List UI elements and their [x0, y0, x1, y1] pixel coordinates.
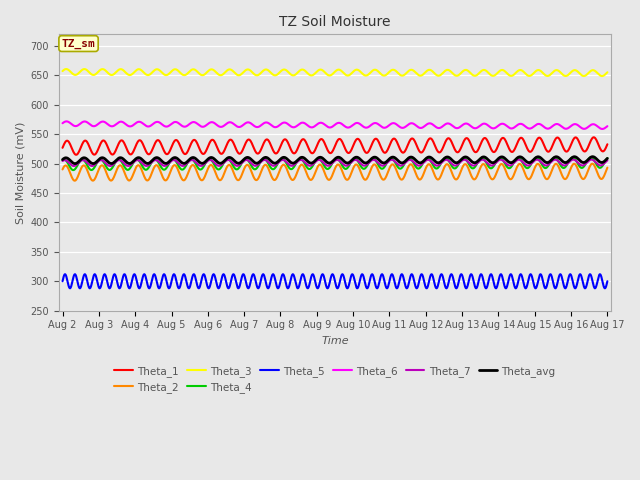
- Theta_3: [604, 70, 611, 75]
- Theta_7: [588, 156, 595, 162]
- Theta_1: [300, 136, 307, 142]
- X-axis label: Time: Time: [321, 336, 349, 346]
- Theta_7: [59, 158, 67, 164]
- Theta_7: [280, 157, 287, 163]
- Theta_3: [59, 68, 67, 74]
- Theta_5: [433, 285, 441, 290]
- Theta_4: [115, 156, 122, 162]
- Line: Theta_2: Theta_2: [63, 164, 607, 180]
- Theta_7: [433, 163, 441, 168]
- Line: Theta_1: Theta_1: [63, 137, 607, 155]
- Theta_avg: [433, 160, 441, 166]
- Theta_2: [484, 169, 492, 175]
- Theta_4: [587, 155, 595, 160]
- Theta_2: [59, 167, 67, 172]
- Theta_2: [280, 162, 287, 168]
- Theta_1: [494, 144, 502, 149]
- Theta_1: [604, 142, 611, 147]
- Theta_5: [115, 283, 122, 289]
- Line: Theta_6: Theta_6: [63, 121, 607, 129]
- Theta_5: [300, 272, 307, 277]
- Theta_avg: [484, 156, 492, 162]
- Theta_1: [72, 152, 80, 157]
- Theta_5: [484, 278, 492, 284]
- Theta_5: [495, 279, 502, 285]
- Theta_4: [300, 158, 307, 164]
- Theta_6: [115, 120, 122, 125]
- Theta_1: [115, 141, 122, 146]
- Theta_4: [484, 163, 492, 168]
- Theta_6: [598, 126, 606, 132]
- Theta_3: [494, 70, 502, 75]
- Theta_7: [604, 157, 611, 163]
- Theta_6: [59, 120, 67, 126]
- Theta_7: [300, 158, 307, 164]
- Theta_2: [604, 165, 611, 170]
- Legend: Theta_1, Theta_2, Theta_3, Theta_4, Theta_5, Theta_6, Theta_7, Theta_avg: Theta_1, Theta_2, Theta_3, Theta_4, Thet…: [110, 361, 560, 397]
- Theta_3: [598, 73, 606, 79]
- Theta_4: [494, 156, 502, 162]
- Theta_3: [63, 66, 70, 72]
- Line: Theta_4: Theta_4: [63, 157, 607, 170]
- Line: Theta_avg: Theta_avg: [63, 156, 607, 164]
- Theta_7: [484, 161, 492, 167]
- Theta_5: [604, 278, 611, 284]
- Theta_1: [59, 145, 67, 151]
- Theta_5: [280, 272, 287, 277]
- Theta_3: [484, 70, 492, 75]
- Theta_6: [494, 123, 502, 129]
- Theta_7: [70, 163, 78, 169]
- Theta_2: [115, 163, 122, 169]
- Theta_3: [433, 72, 441, 78]
- Line: Theta_7: Theta_7: [63, 159, 607, 166]
- Theta_1: [280, 137, 287, 143]
- Theta_5: [210, 271, 218, 277]
- Theta_6: [63, 119, 70, 124]
- Theta_4: [433, 166, 441, 171]
- Theta_4: [59, 157, 67, 163]
- Theta_4: [70, 167, 77, 173]
- Theta_2: [70, 178, 78, 183]
- Theta_6: [280, 120, 287, 126]
- Theta_7: [115, 157, 122, 163]
- Theta_avg: [604, 156, 611, 161]
- Theta_2: [588, 161, 596, 167]
- Theta_2: [494, 167, 502, 172]
- Theta_6: [604, 123, 611, 129]
- Theta_avg: [494, 156, 502, 162]
- Theta_6: [433, 125, 441, 131]
- Theta_1: [433, 148, 441, 154]
- Theta_3: [280, 67, 287, 72]
- Y-axis label: Soil Moisture (mV): Soil Moisture (mV): [15, 121, 25, 224]
- Theta_1: [590, 134, 598, 140]
- Theta_5: [59, 278, 67, 284]
- Theta_avg: [59, 156, 67, 162]
- Line: Theta_5: Theta_5: [63, 274, 607, 288]
- Theta_7: [494, 158, 502, 164]
- Title: TZ Soil Moisture: TZ Soil Moisture: [279, 15, 390, 29]
- Theta_5: [452, 286, 460, 291]
- Theta_2: [433, 176, 441, 182]
- Theta_3: [300, 67, 307, 72]
- Theta_avg: [589, 154, 596, 159]
- Theta_avg: [300, 155, 307, 160]
- Line: Theta_3: Theta_3: [63, 69, 607, 76]
- Theta_6: [300, 120, 307, 126]
- Theta_avg: [280, 155, 287, 160]
- Theta_4: [280, 156, 287, 162]
- Theta_3: [115, 67, 122, 72]
- Theta_avg: [71, 161, 79, 167]
- Theta_1: [484, 139, 492, 144]
- Theta_avg: [115, 156, 122, 161]
- Text: TZ_sm: TZ_sm: [61, 38, 95, 48]
- Theta_6: [484, 122, 492, 128]
- Theta_4: [604, 155, 611, 161]
- Theta_2: [300, 163, 307, 168]
